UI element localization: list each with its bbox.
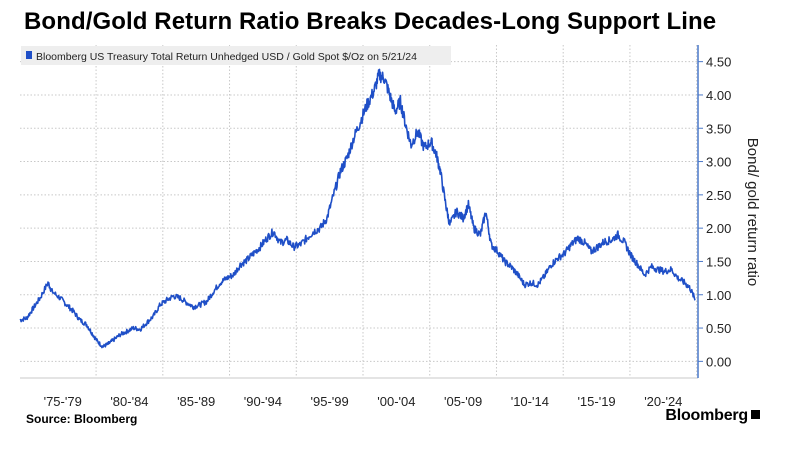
x-axis: '75-'79 '80-'84 '85-'89 '90-'94 '95-'99 '00-'… (20, 377, 698, 409)
y-tick-label: 0.50 (706, 321, 731, 336)
y-tick-label: 2.00 (706, 221, 731, 236)
brand-terminal-icon (751, 410, 760, 419)
plot-area (19, 68, 696, 349)
y-tick-label: 2.50 (706, 188, 731, 203)
legend-background (21, 46, 451, 65)
x-tick-label: '90-'94 (244, 394, 282, 409)
x-tick-label: '15-'19 (577, 394, 615, 409)
brand-logo: Bloomberg (665, 407, 760, 425)
x-tick-label: '95-'99 (311, 394, 349, 409)
chart-title: Bond/Gold Return Ratio Breaks Decades-Lo… (24, 8, 717, 35)
source-note: Source: Bloomberg (26, 412, 138, 426)
gridlines (20, 45, 698, 378)
y-axis-label: Bond/ gold return ratio (744, 138, 761, 286)
legend-swatch (26, 51, 32, 59)
y-axis: 0.00 0.50 1.00 1.50 2.00 2.50 3.00 3.50 4.00 4.50 (697, 45, 731, 378)
y-tick-label: 4.00 (706, 88, 731, 103)
x-tick-label: '85-'89 (177, 394, 215, 409)
x-tick-label: '20-'24 (644, 394, 682, 409)
x-tick-label: '00-'04 (377, 394, 415, 409)
y-tick-label: 0.00 (706, 354, 731, 369)
y-tick-label: 3.00 (706, 155, 731, 170)
brand-wordmark: Bloomberg (665, 407, 748, 424)
y-tick-label: 4.50 (706, 55, 731, 70)
y-tick-label: 3.50 (706, 121, 731, 136)
x-tick-label: '10-'14 (511, 394, 549, 409)
legend: Bloomberg US Treasury Total Return Unhed… (21, 46, 451, 65)
series-line (19, 68, 696, 349)
x-tick-label: '80-'84 (110, 394, 148, 409)
x-tick-label: '05-'09 (444, 394, 482, 409)
x-tick-label: '75-'79 (44, 394, 82, 409)
y-tick-label: 1.00 (706, 288, 731, 303)
legend-label: Bloomberg US Treasury Total Return Unhed… (36, 51, 417, 63)
y-tick-label: 1.50 (706, 254, 731, 269)
